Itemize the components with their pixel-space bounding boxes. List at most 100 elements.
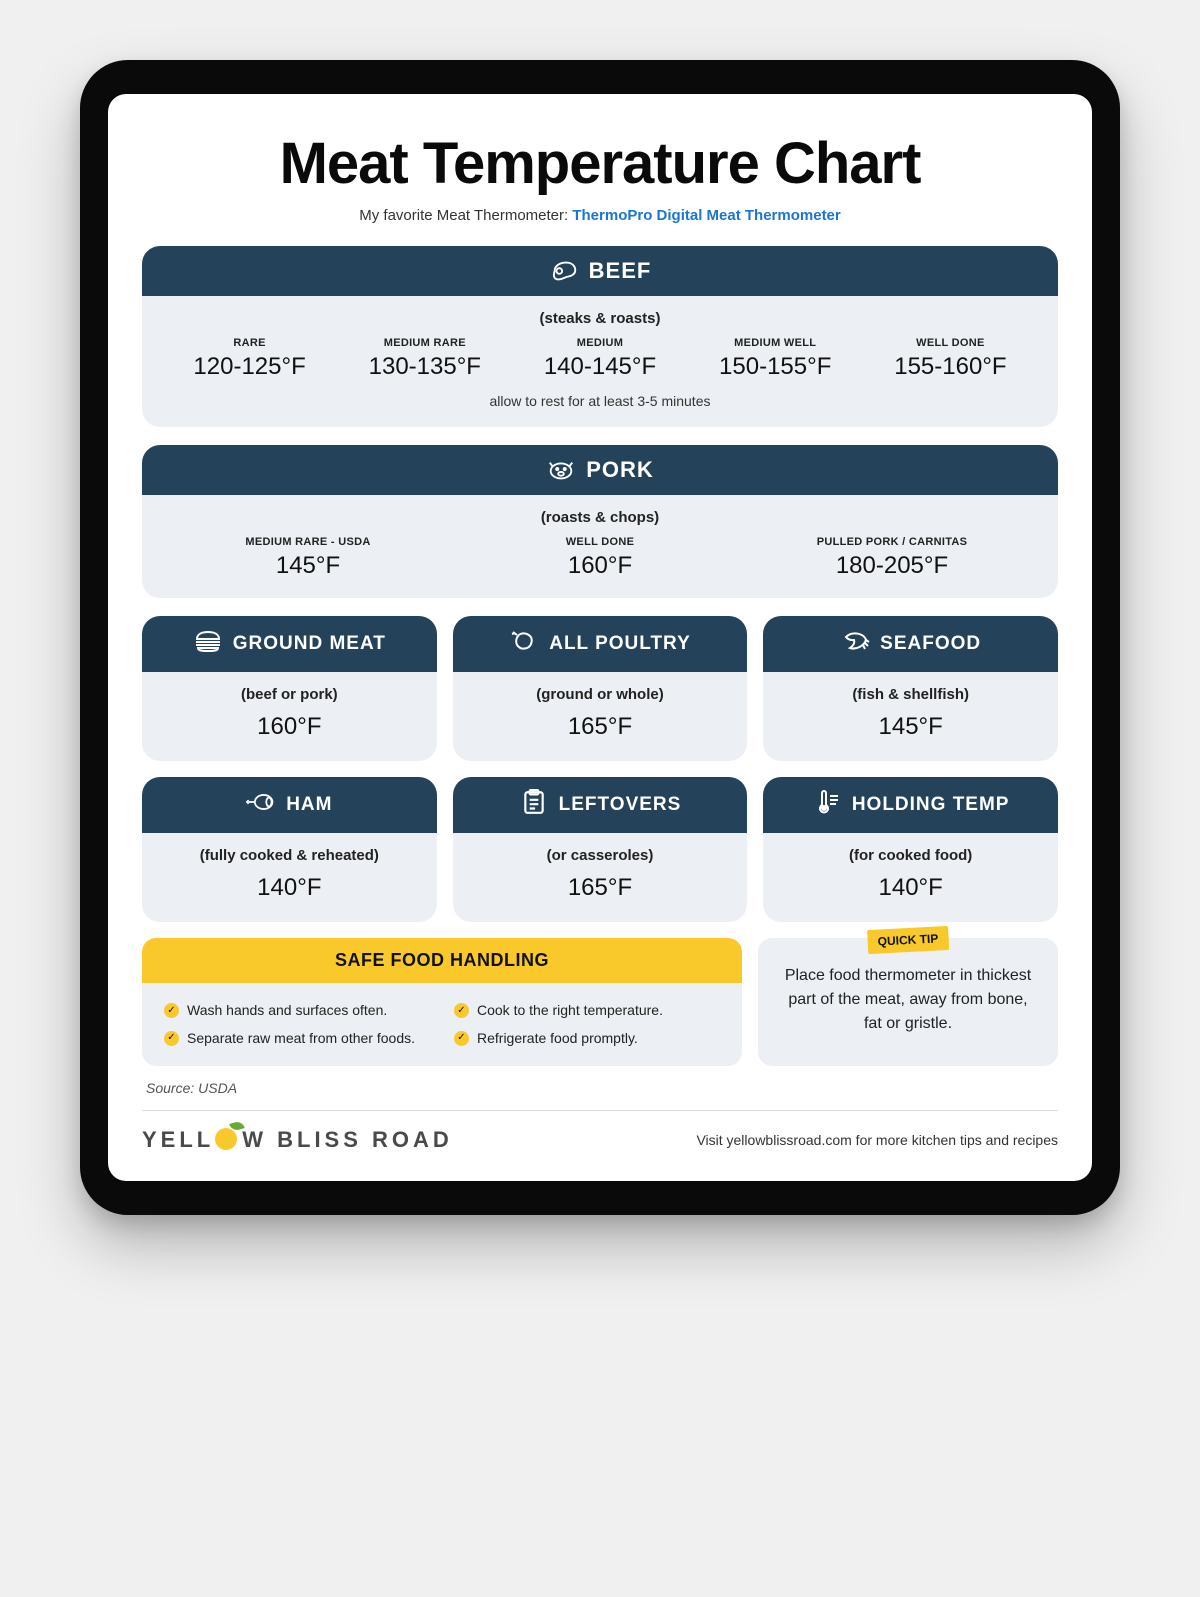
temp-value: 120-125°F — [166, 353, 333, 381]
temp-label: MEDIUM RARE - USDA — [166, 536, 450, 548]
safe-list: ✓Wash hands and surfaces often. ✓Cook to … — [164, 1001, 720, 1048]
beef-header: BEEF — [142, 246, 1058, 296]
check-icon: ✓ — [454, 1031, 469, 1046]
footer-text: Visit yellowblissroad.com for more kitch… — [696, 1132, 1058, 1148]
card-value: 145°F — [773, 713, 1048, 741]
beef-temps: RARE 120-125°FMEDIUM RARE130-135°F MEDIUM 1… — [162, 337, 1038, 381]
card-body: (fully cooked & reheated)140°F — [142, 833, 437, 922]
temp-col: RARE 120-125°F — [162, 337, 337, 381]
card-header: HAM — [142, 777, 437, 833]
source-text: Source: USDA — [146, 1080, 1058, 1096]
cards-row-1: GROUND MEAT (beef or pork) 160°F ALL POULTR… — [142, 616, 1058, 761]
temp-value: 140-145°F — [516, 353, 683, 381]
quick-tip: QUICK TIP Place food thermometer in thic… — [758, 938, 1058, 1066]
safe-handling-section: SAFE FOOD HANDLING ✓Wash hands and surfa… — [142, 938, 742, 1066]
card-body: (for cooked food) 140°F — [763, 833, 1058, 922]
pork-subtitle: (roasts & chops) — [162, 509, 1038, 526]
temp-value: 145°F — [166, 552, 450, 580]
shrimp-icon — [840, 628, 870, 660]
temp-label: MEDIUM WELL — [692, 337, 859, 349]
card-body: (or casseroles)165°F — [453, 833, 748, 922]
subtitle-prefix: My favorite Meat Thermometer: — [359, 207, 572, 224]
screen: Meat Temperature Chart My favorite Meat … — [108, 94, 1092, 1181]
temp-label: WELL DONE — [458, 536, 742, 548]
card-value: 165°F — [463, 874, 738, 902]
pork-temps: MEDIUM RARE - USDA145°FWELL DONE160°FPUL… — [162, 536, 1038, 580]
card-subtitle: (beef or pork) — [152, 686, 427, 703]
card-header-text: ALL POULTRY — [549, 633, 691, 655]
beef-section: BEEF (steaks & roasts) RARE120-125°FMEDI… — [142, 246, 1058, 427]
safe-item: ✓Cook to the right temperature. — [454, 1001, 720, 1021]
beef-subtitle: (steaks & roasts) — [162, 310, 1038, 327]
temp-col: MEDIUM RARE - USDA 145°F — [162, 536, 454, 580]
card-seafood: SEAFOOD (fish & shellfish) 145°F — [763, 616, 1058, 761]
temp-col: MEDIUM WELL 150-155°F — [688, 337, 863, 381]
check-icon: ✓ — [164, 1031, 179, 1046]
tablet-frame: Meat Temperature Chart My favorite Meat … — [80, 60, 1120, 1215]
card-header: SEAFOOD — [763, 616, 1058, 672]
card-body: (fish & shellfish) 145°F — [763, 672, 1058, 761]
card-header: ALL POULTRY — [453, 616, 748, 672]
card-header: GROUND MEAT — [142, 616, 437, 672]
card-all-poultry: ALL POULTRY (ground or whole)165°F — [453, 616, 748, 761]
card-body: (ground or whole)165°F — [453, 672, 748, 761]
safe-item: ✓Wash hands and surfaces often. — [164, 1001, 430, 1021]
temp-label: RARE — [166, 337, 333, 349]
temp-label: WELL DONE — [867, 337, 1034, 349]
footer: YELLW BLISS ROAD Visit yellowblissroad.c… — [142, 1127, 1058, 1153]
card-ground-meat: GROUND MEAT (beef or pork) 160°F — [142, 616, 437, 761]
card-body: (beef or pork) 160°F — [142, 672, 437, 761]
thermometer-link[interactable]: ThermoPro Digital Meat Thermometer — [572, 207, 840, 224]
safe-item: ✓Separate raw meat from other foods. — [164, 1029, 430, 1049]
temp-col: WELL DONE 155-160°F — [863, 337, 1038, 381]
card-header: HOLDING TEMP — [763, 777, 1058, 833]
ham-icon — [246, 789, 276, 821]
beef-body: (steaks & roasts) RARE120-125°FMEDIUM RA… — [142, 296, 1058, 427]
card-header-text: GROUND MEAT — [233, 633, 386, 655]
temp-col: MEDIUM RARE130-135°F — [337, 337, 512, 381]
card-header-text: SEAFOOD — [880, 633, 981, 655]
temp-value: 155-160°F — [867, 353, 1034, 381]
temp-value: 150-155°F — [692, 353, 859, 381]
temp-label: PULLED PORK / CARNITAS — [750, 536, 1034, 548]
poultry-icon — [509, 628, 539, 660]
pork-body: (roasts & chops) MEDIUM RARE - USDA 145°F… — [142, 495, 1058, 598]
subtitle: My favorite Meat Thermometer: ThermoPro … — [142, 207, 1058, 224]
divider — [142, 1110, 1058, 1111]
card-holding-temp: HOLDING TEMP (for cooked food) 140°F — [763, 777, 1058, 922]
temp-value: 160°F — [458, 552, 742, 580]
card-subtitle: (for cooked food) — [773, 847, 1048, 864]
card-header: LEFTOVERS — [453, 777, 748, 833]
temp-label: MEDIUM RARE — [341, 337, 508, 349]
card-header-text: HAM — [286, 794, 332, 816]
check-icon: ✓ — [454, 1003, 469, 1018]
card-value: 140°F — [773, 874, 1048, 902]
temp-col: MEDIUM 140-145°F — [512, 337, 687, 381]
temp-value: 180-205°F — [750, 552, 1034, 580]
card-header-text: LEFTOVERS — [559, 794, 682, 816]
cards-row-2: HAM(fully cooked & reheated)140°FLEFTOVE… — [142, 777, 1058, 922]
temp-col: WELL DONE 160°F — [454, 536, 746, 580]
safe-header: SAFE FOOD HANDLING — [142, 938, 742, 983]
safe-item: ✓Refrigerate food promptly. — [454, 1029, 720, 1049]
card-header-text: HOLDING TEMP — [852, 794, 1010, 816]
pig-icon — [546, 457, 576, 483]
card-subtitle: (ground or whole) — [463, 686, 738, 703]
quick-tip-badge: QUICK TIP — [867, 926, 949, 954]
bottom-row: SAFE FOOD HANDLING ✓Wash hands and surfa… — [142, 938, 1058, 1066]
temp-col: PULLED PORK / CARNITAS 180-205°F — [746, 536, 1038, 580]
temp-label: MEDIUM — [516, 337, 683, 349]
check-icon: ✓ — [164, 1003, 179, 1018]
card-value: 140°F — [152, 874, 427, 902]
pork-section: PORK (roasts & chops) MEDIUM RARE - USDA… — [142, 445, 1058, 598]
beef-note: allow to rest for at least 3-5 minutes — [162, 393, 1038, 409]
page-title: Meat Temperature Chart — [142, 130, 1058, 197]
burger-icon — [193, 628, 223, 660]
card-leftovers: LEFTOVERS (or casseroles)165°F — [453, 777, 748, 922]
thermo-icon — [812, 789, 842, 821]
quick-tip-text: Place food thermometer in thickest part … — [785, 967, 1031, 1032]
pork-header: PORK — [142, 445, 1058, 495]
card-subtitle: (fish & shellfish) — [773, 686, 1048, 703]
card-ham: HAM (fully cooked & reheated)140°F — [142, 777, 437, 922]
card-value: 160°F — [152, 713, 427, 741]
